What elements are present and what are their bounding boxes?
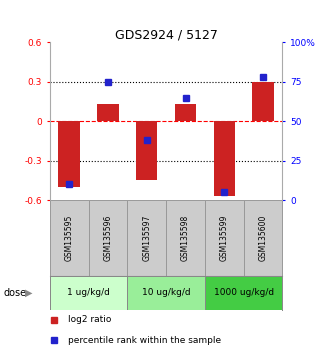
Text: GSM135598: GSM135598 xyxy=(181,215,190,261)
Text: 1000 ug/kg/d: 1000 ug/kg/d xyxy=(214,289,274,297)
Bar xyxy=(244,200,282,276)
Bar xyxy=(127,276,205,310)
Text: percentile rank within the sample: percentile rank within the sample xyxy=(68,336,221,345)
Bar xyxy=(136,121,157,180)
Text: log2 ratio: log2 ratio xyxy=(68,315,112,324)
Bar xyxy=(97,104,118,121)
Bar xyxy=(89,200,127,276)
Bar xyxy=(58,121,80,187)
Text: GSM135596: GSM135596 xyxy=(103,215,112,261)
Bar xyxy=(205,200,244,276)
Bar xyxy=(127,200,166,276)
Title: GDS2924 / 5127: GDS2924 / 5127 xyxy=(115,28,218,41)
Bar xyxy=(175,104,196,121)
Text: 10 ug/kg/d: 10 ug/kg/d xyxy=(142,289,190,297)
Bar xyxy=(205,276,282,310)
Text: ▶: ▶ xyxy=(24,288,32,298)
Text: GSM135600: GSM135600 xyxy=(259,215,268,261)
Text: 1 ug/kg/d: 1 ug/kg/d xyxy=(67,289,110,297)
Text: dose: dose xyxy=(3,288,26,298)
Bar xyxy=(214,121,235,196)
Bar xyxy=(50,276,127,310)
Bar xyxy=(252,82,274,121)
Text: GSM135599: GSM135599 xyxy=(220,215,229,261)
Text: GSM135597: GSM135597 xyxy=(142,215,151,261)
Text: GSM135595: GSM135595 xyxy=(65,215,74,261)
Bar xyxy=(50,200,89,276)
Bar xyxy=(166,200,205,276)
